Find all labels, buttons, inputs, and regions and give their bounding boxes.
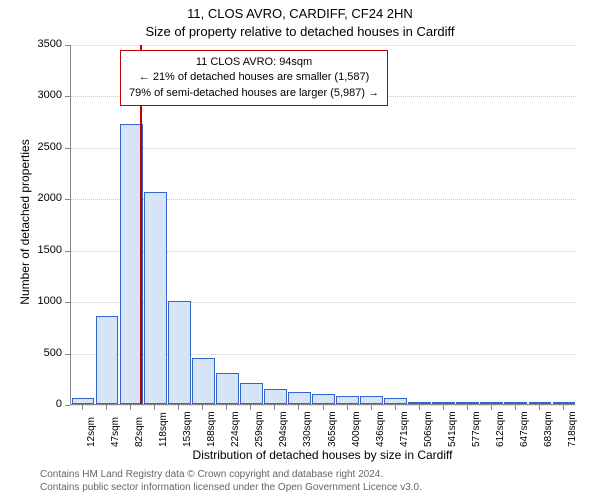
histogram-bar: [168, 301, 191, 404]
ytick-label: 2000: [2, 192, 62, 204]
xtick-label: 577sqm: [471, 411, 482, 447]
ytick-mark: [65, 45, 70, 46]
xtick-mark: [419, 405, 420, 410]
ytick-label: 3000: [2, 89, 62, 101]
info-box: 11 CLOS AVRO: 94sqm ← 21% of detached ho…: [120, 50, 388, 106]
xtick-mark: [154, 405, 155, 410]
xtick-label: 718sqm: [567, 411, 578, 447]
histogram-bar: [288, 392, 311, 404]
xtick-mark: [226, 405, 227, 410]
xtick-label: 506sqm: [423, 411, 434, 447]
xtick-label: 330sqm: [302, 411, 313, 447]
info-line-2: ← 21% of detached houses are smaller (1,…: [129, 70, 379, 85]
title-main: 11, CLOS AVRO, CARDIFF, CF24 2HN: [0, 6, 600, 21]
xtick-label: 118sqm: [158, 412, 169, 447]
xtick-label: 647sqm: [519, 411, 530, 447]
xtick-mark: [250, 405, 251, 410]
gridline: [71, 45, 576, 46]
xtick-mark: [82, 405, 83, 410]
ytick-label: 500: [2, 347, 62, 359]
histogram-bar: [529, 402, 552, 404]
xtick-label: 188sqm: [206, 411, 217, 447]
histogram-bar: [216, 373, 239, 404]
histogram-bar: [72, 398, 95, 404]
gridline: [71, 405, 576, 406]
footer-text: Contains HM Land Registry data © Crown c…: [40, 468, 422, 494]
xtick-mark: [323, 405, 324, 410]
ytick-mark: [65, 251, 70, 252]
footer-line-2: Contains public sector information licen…: [40, 481, 422, 494]
xtick-mark: [202, 405, 203, 410]
xtick-mark: [274, 405, 275, 410]
xtick-label: 294sqm: [278, 411, 289, 447]
xtick-label: 471sqm: [399, 411, 410, 447]
xtick-label: 541sqm: [447, 411, 458, 447]
xtick-mark: [443, 405, 444, 410]
histogram-bar: [192, 358, 215, 404]
xtick-label: 82sqm: [134, 417, 145, 447]
info-line-1: 11 CLOS AVRO: 94sqm: [129, 55, 379, 70]
ytick-label: 2500: [2, 141, 62, 153]
xtick-label: 436sqm: [375, 411, 386, 447]
info-line-3: 79% of semi-detached houses are larger (…: [129, 86, 379, 101]
xtick-mark: [395, 405, 396, 410]
histogram-bar: [312, 394, 335, 404]
ytick-label: 0: [2, 398, 62, 410]
gridline: [71, 148, 576, 149]
histogram-bar: [96, 316, 119, 404]
footer-line-1: Contains HM Land Registry data © Crown c…: [40, 468, 422, 481]
ytick-mark: [65, 148, 70, 149]
ytick-label: 1500: [2, 244, 62, 256]
histogram-bar: [504, 402, 527, 404]
ytick-mark: [65, 199, 70, 200]
xtick-label: 12sqm: [86, 417, 97, 447]
ytick-label: 1000: [2, 295, 62, 307]
xtick-label: 153sqm: [182, 411, 193, 447]
x-axis-label: Distribution of detached houses by size …: [70, 448, 575, 462]
xtick-label: 47sqm: [110, 417, 121, 447]
histogram-bar: [480, 402, 503, 404]
xtick-mark: [539, 405, 540, 410]
ytick-mark: [65, 302, 70, 303]
histogram-bar: [553, 402, 576, 404]
histogram-bar: [264, 389, 287, 404]
histogram-bar: [432, 402, 455, 404]
xtick-label: 365sqm: [327, 411, 338, 447]
histogram-bar: [144, 192, 167, 404]
xtick-label: 259sqm: [254, 411, 265, 447]
histogram-bar: [408, 402, 431, 404]
ytick-mark: [65, 96, 70, 97]
xtick-mark: [563, 405, 564, 410]
xtick-label: 683sqm: [543, 411, 554, 447]
y-axis-label: Number of detached properties: [18, 122, 32, 322]
xtick-label: 400sqm: [351, 411, 362, 447]
histogram-bar: [240, 383, 263, 404]
xtick-mark: [298, 405, 299, 410]
xtick-mark: [491, 405, 492, 410]
xtick-label: 224sqm: [230, 411, 241, 447]
title-sub: Size of property relative to detached ho…: [0, 24, 600, 39]
ytick-mark: [65, 354, 70, 355]
xtick-mark: [178, 405, 179, 410]
xtick-mark: [467, 405, 468, 410]
xtick-mark: [106, 405, 107, 410]
xtick-mark: [515, 405, 516, 410]
histogram-bar: [336, 396, 359, 404]
xtick-mark: [371, 405, 372, 410]
chart-container: 11, CLOS AVRO, CARDIFF, CF24 2HN Size of…: [0, 0, 600, 500]
xtick-mark: [347, 405, 348, 410]
ytick-mark: [65, 405, 70, 406]
xtick-mark: [130, 405, 131, 410]
histogram-bar: [456, 402, 479, 404]
histogram-bar: [384, 398, 407, 404]
xtick-label: 612sqm: [495, 411, 506, 447]
histogram-bar: [360, 396, 383, 404]
ytick-label: 3500: [2, 38, 62, 50]
